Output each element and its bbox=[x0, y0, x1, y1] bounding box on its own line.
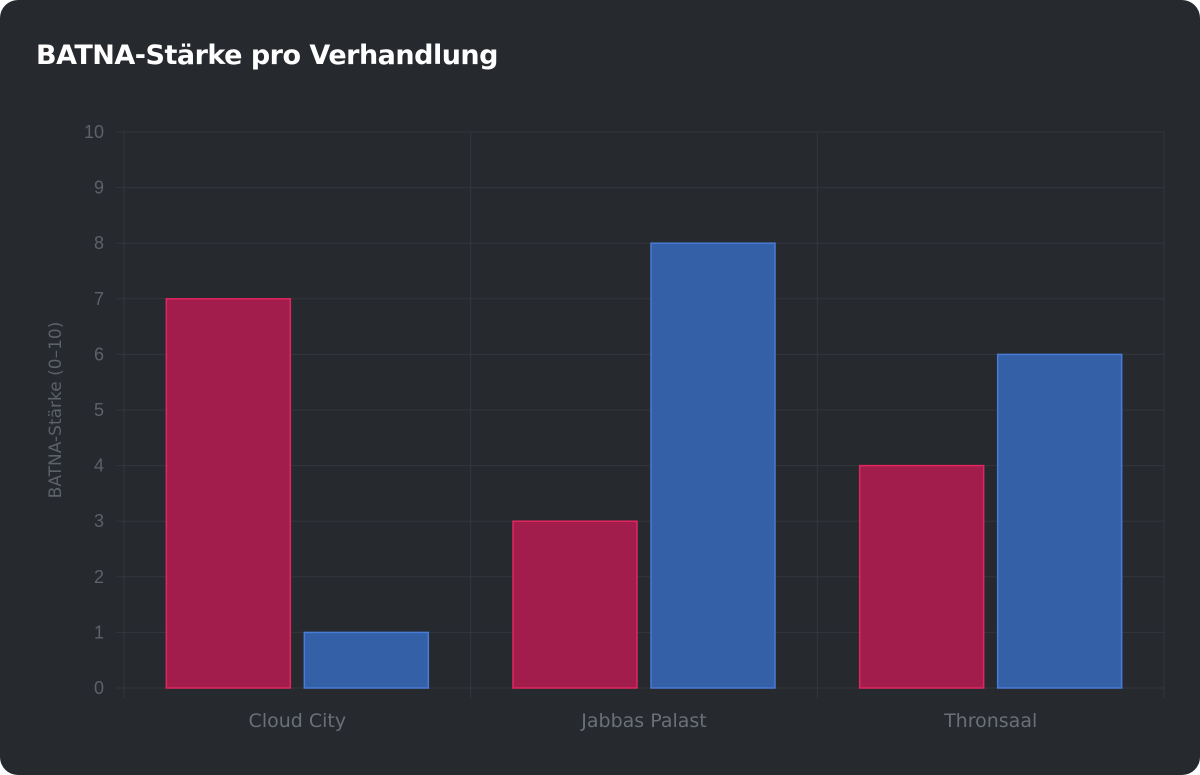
y-tick-label: 9 bbox=[94, 178, 104, 198]
x-category-label: Cloud City bbox=[249, 710, 347, 732]
y-tick-label: 3 bbox=[94, 511, 104, 531]
bar-series-2 bbox=[650, 242, 776, 689]
y-axis-title: BATNA-Stärke (0–10) bbox=[46, 322, 66, 499]
bar-series-2 bbox=[303, 631, 430, 689]
x-category-label: Jabbas Palast bbox=[580, 710, 706, 732]
y-tick-label: 4 bbox=[94, 456, 104, 476]
y-tick-label: 5 bbox=[94, 400, 104, 420]
y-tick-label: 8 bbox=[94, 233, 104, 253]
y-tick-label: 2 bbox=[94, 567, 104, 587]
bar-series-1 bbox=[858, 464, 985, 689]
bar-series-2 bbox=[996, 353, 1123, 689]
y-tick-label: 10 bbox=[84, 122, 104, 142]
y-tick-label: 6 bbox=[94, 344, 104, 364]
y-tick-label: 0 bbox=[94, 678, 104, 698]
bar-series-1 bbox=[165, 298, 292, 689]
y-tick-label: 7 bbox=[94, 289, 104, 309]
x-category-label: Thronsaal bbox=[943, 710, 1037, 732]
bar-series-1 bbox=[512, 520, 638, 689]
y-tick-label: 1 bbox=[94, 622, 104, 642]
chart-title: BATNA-Stärke pro Verhandlung bbox=[36, 40, 498, 71]
